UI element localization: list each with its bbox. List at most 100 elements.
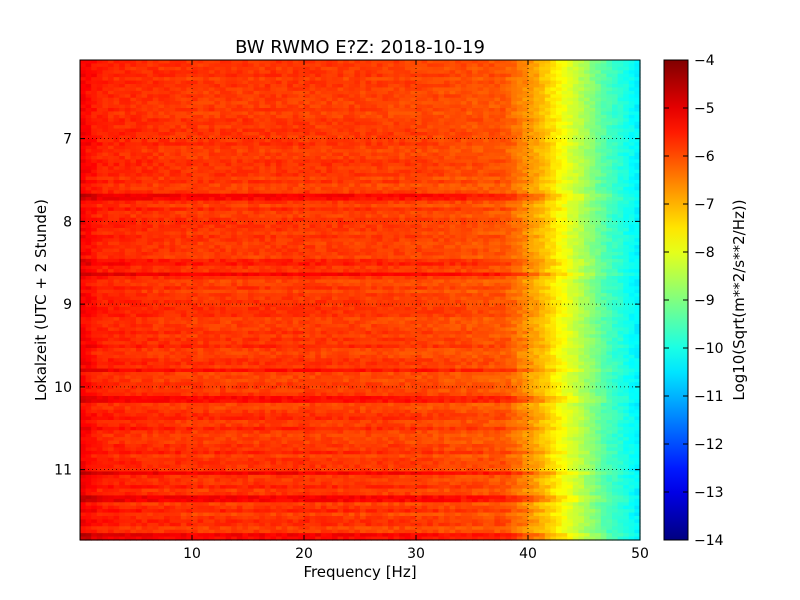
heatmap-cell	[617, 145, 624, 150]
heatmap-cell	[315, 159, 322, 164]
heatmap-cell	[438, 114, 445, 119]
heatmap-cell	[136, 90, 143, 95]
heatmap-cell	[617, 190, 624, 195]
heatmap-cell	[539, 66, 546, 71]
heatmap-cell	[326, 159, 333, 164]
heatmap-cell	[242, 210, 249, 215]
heatmap-cell	[477, 101, 484, 106]
heatmap-cell	[253, 193, 260, 198]
heatmap-cell	[427, 128, 434, 133]
heatmap-cell	[500, 60, 507, 65]
heatmap-cell	[623, 111, 630, 116]
heatmap-cell	[208, 159, 215, 164]
heatmap-cell	[276, 66, 283, 71]
heatmap-cell	[376, 90, 383, 95]
heatmap-cell	[472, 183, 479, 188]
heatmap-cell	[522, 97, 529, 102]
heatmap-cell	[584, 84, 591, 89]
heatmap-cell	[628, 101, 635, 106]
heatmap-cell	[186, 138, 193, 143]
heatmap-cell	[505, 142, 512, 147]
heatmap-cell	[231, 138, 238, 143]
heatmap-cell	[589, 228, 596, 233]
heatmap-cell	[175, 80, 182, 85]
heatmap-cell	[124, 111, 131, 116]
heatmap-cell	[309, 111, 316, 116]
heatmap-cell	[432, 193, 439, 198]
heatmap-cell	[528, 104, 535, 109]
heatmap-cell	[264, 145, 271, 150]
heatmap-cell	[516, 221, 523, 226]
heatmap-cell	[595, 90, 602, 95]
heatmap-cell	[343, 97, 350, 102]
heatmap-cell	[203, 221, 210, 226]
heatmap-cell	[438, 217, 445, 222]
heatmap-cell	[220, 142, 227, 147]
heatmap-cell	[516, 87, 523, 92]
heatmap-cell	[578, 152, 585, 157]
heatmap-cell	[522, 84, 529, 89]
heatmap-cell	[556, 104, 563, 109]
heatmap-cell	[528, 214, 535, 219]
heatmap-cell	[416, 138, 423, 143]
heatmap-cell	[96, 97, 103, 102]
heatmap-cell	[264, 214, 271, 219]
heatmap-cell	[242, 118, 249, 123]
heatmap-cell	[606, 90, 613, 95]
heatmap-cell	[337, 138, 344, 143]
heatmap-cell	[113, 101, 120, 106]
heatmap-cell	[169, 197, 176, 202]
heatmap-cell	[399, 193, 406, 198]
heatmap-cell	[404, 204, 411, 209]
heatmap-cell	[236, 156, 243, 161]
heatmap-cell	[208, 176, 215, 181]
heatmap-cell	[449, 214, 456, 219]
heatmap-cell	[432, 207, 439, 212]
heatmap-cell	[259, 125, 266, 130]
heatmap-cell	[365, 108, 372, 113]
heatmap-cell	[169, 94, 176, 99]
heatmap-cell	[343, 152, 350, 157]
heatmap-cell	[399, 142, 406, 147]
heatmap-cell	[164, 132, 171, 137]
heatmap-cell	[634, 111, 641, 116]
heatmap-cell	[113, 204, 120, 209]
heatmap-cell	[427, 186, 434, 191]
heatmap-cell	[472, 97, 479, 102]
heatmap-cell	[556, 214, 563, 219]
heatmap-cell	[522, 94, 529, 99]
heatmap-cell	[500, 166, 507, 171]
heatmap-cell	[343, 66, 350, 71]
heatmap-cell	[528, 97, 535, 102]
heatmap-cell	[360, 217, 367, 222]
heatmap-cell	[567, 66, 574, 71]
heatmap-cell	[595, 180, 602, 185]
heatmap-cell	[595, 173, 602, 178]
heatmap-cell	[449, 152, 456, 157]
heatmap-cell	[309, 94, 316, 99]
heatmap-cell	[214, 97, 221, 102]
heatmap-cell	[567, 63, 574, 68]
heatmap-cell	[164, 66, 171, 71]
heatmap-cell	[606, 77, 613, 82]
heatmap-cell	[584, 162, 591, 167]
heatmap-cell	[309, 214, 316, 219]
heatmap-cell	[393, 97, 400, 102]
heatmap-cell	[360, 132, 367, 137]
heatmap-cell	[91, 97, 98, 102]
heatmap-cell	[505, 190, 512, 195]
heatmap-cell	[438, 73, 445, 78]
heatmap-cell	[421, 159, 428, 164]
heatmap-cell	[164, 162, 171, 167]
heatmap-cell	[264, 114, 271, 119]
heatmap-cell	[309, 60, 316, 65]
heatmap-cell	[259, 138, 266, 143]
heatmap-cell	[533, 70, 540, 75]
heatmap-cell	[477, 118, 484, 123]
heatmap-cell	[175, 73, 182, 78]
heatmap-cell	[477, 80, 484, 85]
heatmap-cell	[539, 111, 546, 116]
heatmap-cell	[505, 111, 512, 116]
heatmap-cell	[192, 87, 199, 92]
heatmap-cell	[432, 159, 439, 164]
